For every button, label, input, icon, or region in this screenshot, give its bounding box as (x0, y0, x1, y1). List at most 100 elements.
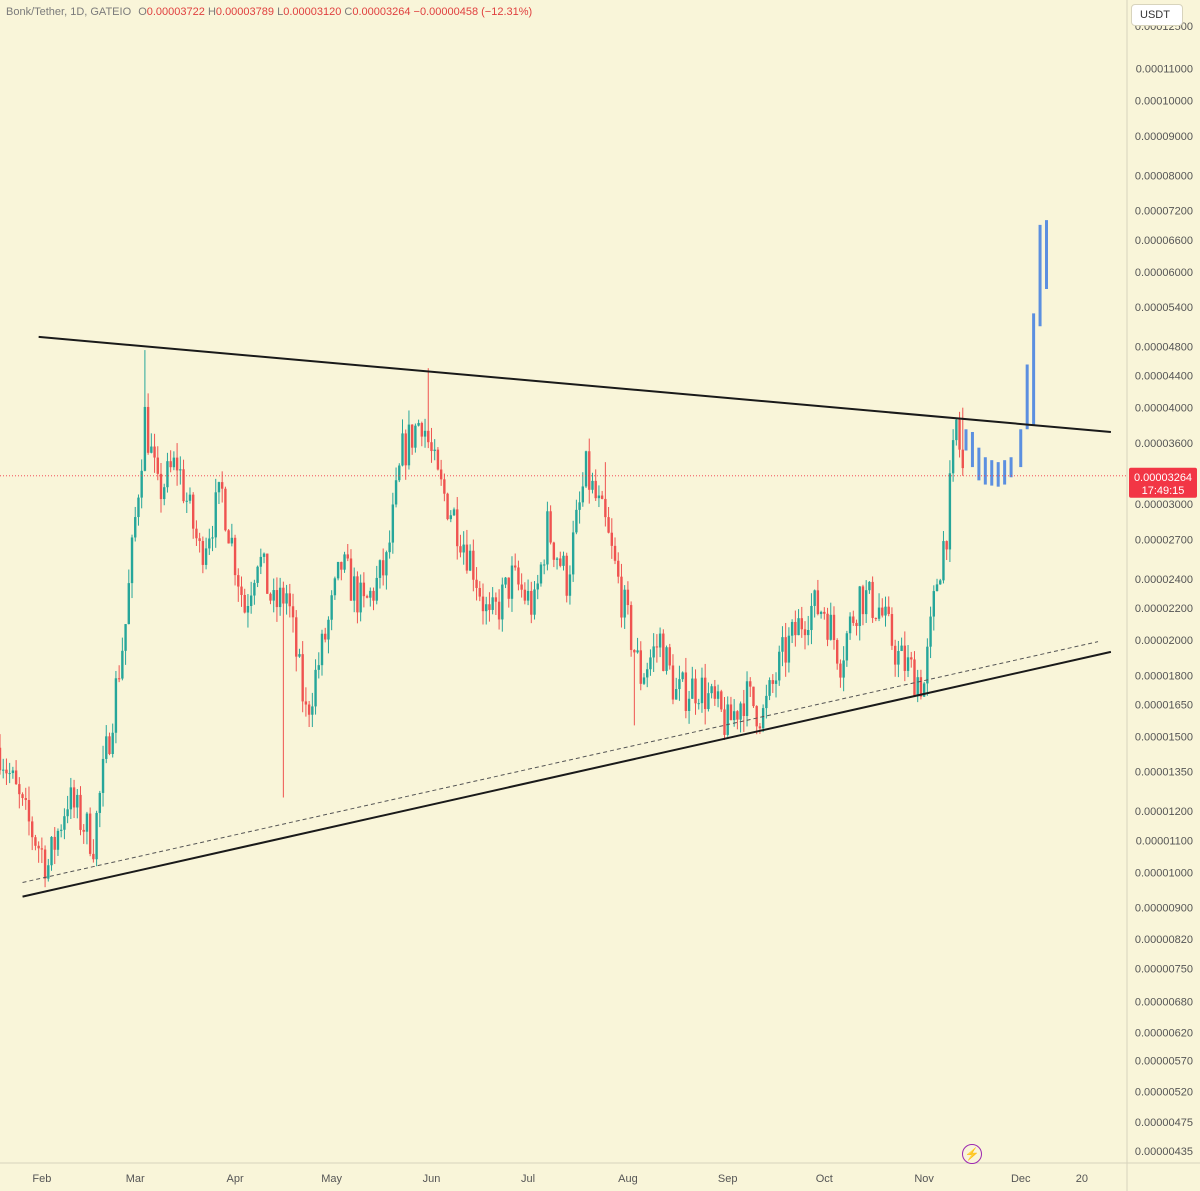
candle-body (124, 624, 127, 651)
candle-body (955, 419, 958, 441)
time-tick-label: 20 (1076, 1173, 1088, 1185)
candle-body (600, 495, 604, 499)
candle-body (488, 604, 491, 610)
price-tick-label: 0.00001000 (1135, 867, 1193, 879)
candle-body (723, 709, 726, 735)
candle-body (95, 812, 98, 860)
candle-body (697, 703, 700, 705)
candle-body (278, 587, 282, 608)
candle-body (890, 614, 894, 646)
candle-body (446, 493, 449, 520)
candle-body (69, 787, 73, 810)
candle-body (82, 829, 85, 832)
candle-body (478, 587, 481, 597)
candle-body (836, 639, 839, 664)
candle-body (629, 605, 633, 650)
candle-body (121, 650, 124, 679)
change-value: −0.00000458 (−12.31%) (413, 6, 533, 18)
price-tick-label: 0.00002000 (1135, 635, 1193, 647)
candle-body (150, 446, 153, 453)
candle-body (18, 784, 21, 795)
candle-body (774, 680, 778, 684)
candle-body (259, 556, 263, 567)
candle-body (871, 581, 874, 618)
candle-body (826, 613, 829, 640)
candle-body (381, 560, 385, 576)
candle-body (642, 677, 646, 684)
price-tick-label: 0.00004800 (1135, 342, 1193, 354)
candle-body (195, 528, 198, 539)
candle-body (130, 537, 134, 584)
candle-body (807, 630, 810, 636)
candle-body (916, 677, 919, 697)
candle-body (842, 660, 845, 678)
candle-body (681, 672, 684, 680)
candle-body (14, 770, 18, 785)
candle-body (372, 590, 375, 601)
candle-body (639, 650, 642, 684)
candle-body (623, 589, 626, 618)
candle-body (552, 542, 556, 560)
candle-body (423, 430, 427, 437)
candle-body (845, 633, 849, 661)
price-tick-label: 0.00002700 (1135, 534, 1193, 546)
price-tick-label: 0.00000680 (1135, 997, 1193, 1009)
candle-body (394, 480, 398, 505)
candle-body (369, 590, 372, 598)
candle-body (739, 703, 742, 720)
price-tick-label: 0.00000900 (1135, 903, 1193, 915)
candle-body (66, 809, 69, 817)
candle-body (742, 703, 746, 717)
currency-button[interactable]: USDT (1131, 4, 1183, 26)
time-tick-label: Sep (718, 1173, 738, 1185)
candle-body (465, 544, 469, 571)
candle-body (707, 693, 710, 710)
candle-body (291, 606, 295, 618)
candle-body (958, 419, 961, 450)
candle-body (417, 423, 420, 426)
time-axis: Feb Mar Apr May Jun Jul Aug Sep Oct Nov Dec 20 (0, 1162, 1200, 1185)
candle-body (755, 706, 758, 727)
price-tick-label: 0.00001500 (1135, 731, 1193, 743)
time-tick-label: Jun (423, 1173, 441, 1185)
price-tick-label: 0.00001650 (1135, 699, 1193, 711)
candle-body (539, 564, 543, 584)
candle-body (266, 553, 269, 594)
trendlines-layer (0, 335, 1127, 898)
candle-body (272, 590, 275, 601)
candles-layer (0, 350, 964, 888)
candle-body (687, 698, 691, 711)
candle-body (365, 596, 369, 598)
candle-body (678, 679, 681, 690)
price-tick-label: 0.00000520 (1135, 1086, 1193, 1098)
candle-body (562, 555, 565, 566)
candle-body (652, 646, 655, 658)
candle-body (861, 586, 865, 615)
lightning-bolt-icon[interactable]: ⚡ (962, 1144, 982, 1164)
candle-body (34, 837, 37, 846)
trendline-support (22, 650, 1112, 898)
candle-body (198, 538, 201, 542)
candle-body (359, 582, 362, 613)
candle-body (852, 616, 855, 623)
price-tick-label: 0.00001200 (1135, 806, 1193, 818)
candle-body (816, 590, 820, 615)
time-tick-label: Apr (226, 1173, 243, 1185)
candle-body (224, 488, 227, 531)
candle-body (684, 672, 688, 711)
candle-body (188, 494, 192, 501)
price-tick-label: 0.00000750 (1135, 964, 1193, 976)
price-badge-countdown: 17:49:15 (1142, 485, 1185, 497)
candle-body (24, 798, 27, 801)
candle-body (671, 665, 675, 700)
price-tick-label: 0.00006600 (1135, 235, 1193, 247)
candle-body (159, 473, 163, 500)
candle-body (343, 554, 346, 570)
candle-body (745, 681, 749, 717)
candle-body (388, 542, 391, 553)
candle-body (340, 561, 343, 570)
time-tick-label: May (321, 1173, 342, 1185)
candle-body (732, 711, 736, 721)
